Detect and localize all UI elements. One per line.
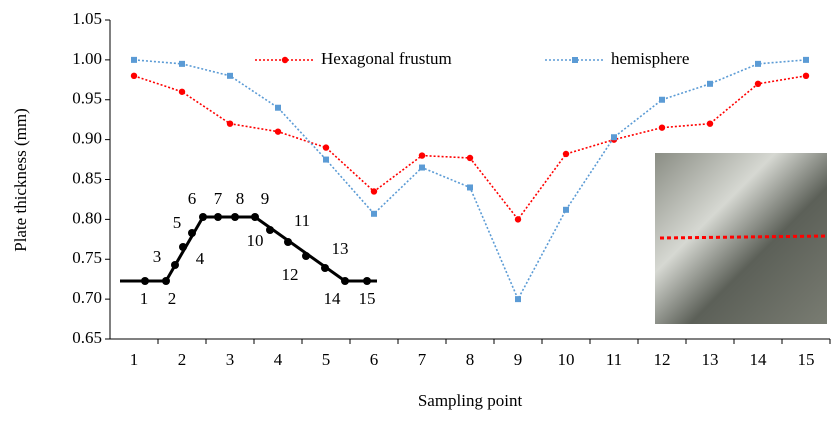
y-tick-label: 0.90 [72, 129, 102, 148]
point [572, 57, 578, 63]
point [419, 164, 425, 171]
point [562, 150, 570, 158]
point [467, 184, 473, 191]
inset-label: 6 [188, 189, 197, 208]
legend-label: hemisphere [611, 49, 689, 68]
inset-label: 4 [196, 249, 205, 268]
y-tick-label: 1.05 [72, 9, 102, 28]
inset-label: 9 [261, 189, 270, 208]
point [227, 72, 233, 79]
inset-dot [188, 229, 196, 237]
point [659, 96, 665, 103]
point [706, 120, 714, 127]
x-tick-label: 14 [750, 350, 768, 369]
point [466, 154, 474, 162]
x-tick-label: 11 [606, 350, 622, 369]
point [226, 120, 234, 127]
inset-dot [284, 238, 292, 246]
point [658, 124, 666, 131]
point [131, 56, 137, 63]
inset-dot [141, 277, 149, 285]
inset-dot [199, 213, 207, 221]
y-tick-label: 1.00 [72, 49, 102, 68]
y-axis-label: Plate thickness (mm) [11, 108, 30, 252]
x-tick-label: 6 [370, 350, 379, 369]
x-tick-label: 10 [558, 350, 575, 369]
y-tick-label: 0.65 [72, 328, 102, 347]
point [130, 72, 138, 80]
point [418, 152, 426, 159]
point [803, 56, 809, 63]
inset-label: 11 [294, 211, 310, 230]
point [274, 128, 282, 135]
point [281, 56, 289, 64]
inset-label: 12 [282, 265, 299, 284]
inset-label: 7 [214, 189, 223, 208]
y-tick-label: 0.75 [72, 248, 102, 267]
point [179, 60, 185, 67]
inset-label: 3 [153, 247, 162, 266]
inset-dot [214, 213, 222, 221]
inset-dot [179, 243, 187, 251]
y-tick-label: 0.95 [72, 89, 102, 108]
y-tick-label: 0.85 [72, 168, 102, 187]
legend-label: Hexagonal frustum [321, 49, 452, 68]
x-tick-label: 9 [514, 350, 523, 369]
inset-dot [363, 277, 371, 285]
x-tick-label: 5 [322, 350, 331, 369]
x-axis-label: Sampling point [418, 391, 523, 410]
point [370, 188, 378, 195]
point [707, 80, 713, 87]
x-tick-label: 7 [418, 350, 427, 369]
inset-dot [171, 261, 179, 269]
inset-dot [341, 277, 349, 285]
y-tick-label: 0.70 [72, 288, 102, 307]
inset-dot [231, 213, 239, 221]
x-tick-label: 2 [178, 350, 187, 369]
point [322, 144, 330, 151]
point [514, 216, 522, 223]
inset-dot [266, 226, 274, 234]
x-tick-label: 4 [274, 350, 283, 369]
point [754, 80, 762, 88]
x-tick-label: 1 [130, 350, 139, 369]
point [323, 156, 329, 163]
inset-label: 13 [332, 239, 349, 258]
inset-label: 14 [324, 289, 342, 308]
inset-label: 5 [173, 213, 182, 232]
inset-dot [251, 213, 259, 221]
y-tick-label: 0.80 [72, 208, 102, 227]
point [371, 210, 377, 217]
x-tick-label: 15 [798, 350, 815, 369]
point [563, 206, 569, 213]
point [275, 104, 281, 111]
x-tick-label: 13 [702, 350, 719, 369]
point [515, 296, 521, 303]
point [755, 60, 761, 67]
point [802, 72, 810, 80]
inset-dot [162, 277, 170, 285]
x-tick-label: 8 [466, 350, 475, 369]
inset-label: 15 [359, 289, 376, 308]
inset-dot [302, 252, 310, 260]
point [178, 88, 186, 95]
inset-label: 1 [140, 289, 149, 308]
inset-label: 2 [168, 289, 177, 308]
inset-profile [120, 215, 377, 283]
inset-label: 10 [247, 231, 264, 250]
x-tick-label: 12 [654, 350, 671, 369]
inset-dot [321, 264, 329, 272]
x-tick-label: 3 [226, 350, 235, 369]
inset-label: 8 [236, 189, 245, 208]
point [611, 134, 617, 141]
photo-inset [655, 153, 828, 324]
